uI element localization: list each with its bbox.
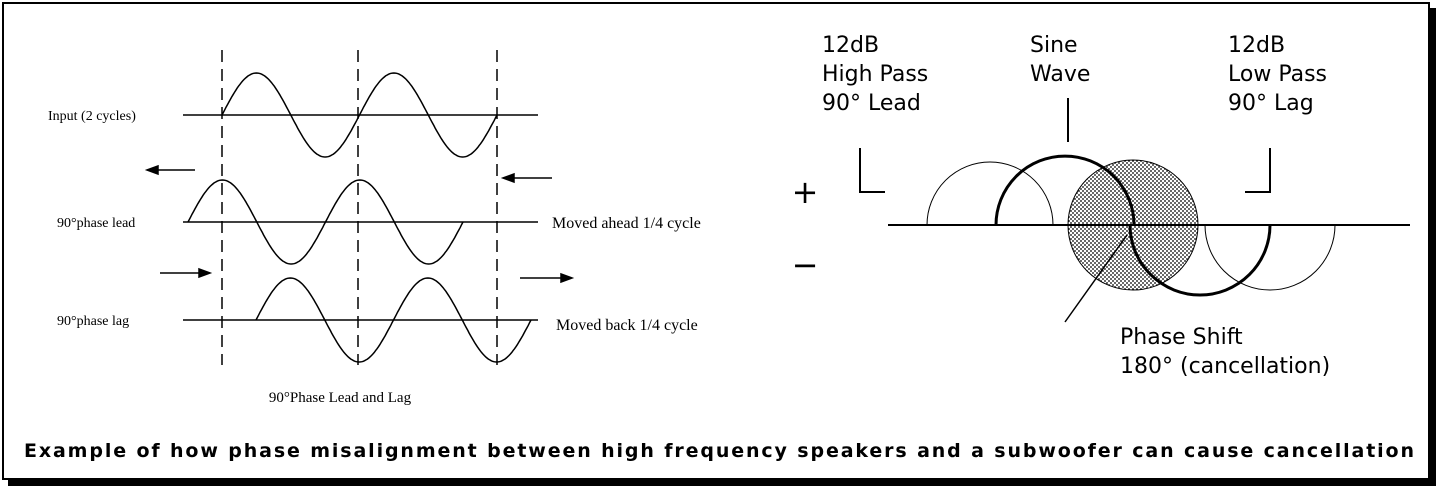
bracket — [859, 148, 885, 193]
arrow-head — [144, 164, 159, 176]
low-pass-arc — [1204, 224, 1336, 291]
label: 12dB — [822, 33, 879, 58]
arrow-head — [198, 267, 213, 279]
arrow-head — [500, 172, 515, 184]
row-label: 90°phase lag — [57, 314, 129, 329]
label: Sine — [1030, 33, 1078, 58]
plus-sign: + — [792, 173, 819, 211]
wave — [221, 72, 498, 158]
row-note: Moved ahead 1/4 cycle — [552, 215, 701, 232]
sine-arc — [994, 154, 1136, 226]
label: Low Pass — [1228, 62, 1327, 87]
row-note: Moved back 1/4 cycle — [556, 317, 698, 334]
high-pass-arc — [926, 161, 1054, 226]
minus-sign: − — [792, 246, 819, 284]
label: Wave — [1030, 62, 1090, 87]
label: 90° Lead — [822, 91, 921, 116]
row-label: Input (2 cycles) — [48, 109, 136, 124]
pointer — [1064, 234, 1128, 323]
wave — [255, 277, 532, 363]
label: High Pass — [822, 62, 928, 87]
wave — [187, 179, 464, 265]
bracket — [1245, 148, 1271, 193]
label: 12dB — [1228, 33, 1285, 58]
phase-waves: Input (2 cycles) 90°phase lead 90°phase … — [48, 50, 701, 406]
label: 90° Lag — [1228, 91, 1314, 116]
label: Phase Shift — [1120, 325, 1243, 350]
left-caption: 90°Phase Lead and Lag — [269, 390, 412, 406]
crossover-diagram: + − 12dB High Pass 90° Lead Sine Wave 12… — [792, 33, 1410, 379]
label: 180° (cancellation) — [1120, 354, 1330, 379]
frame — [2, 2, 1430, 480]
sine-arc — [1128, 224, 1272, 297]
arrow-head — [560, 272, 575, 284]
caption: Example of how phase misalignment betwee… — [24, 440, 1414, 462]
row-label: 90°phase lead — [57, 216, 135, 231]
